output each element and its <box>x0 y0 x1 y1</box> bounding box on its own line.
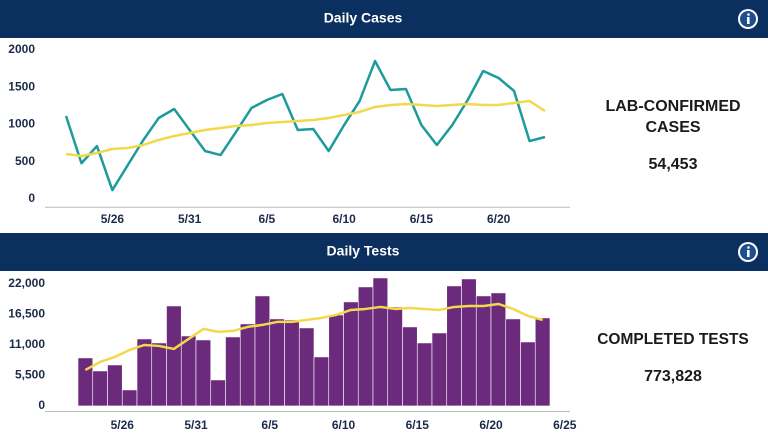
bar <box>475 295 492 407</box>
y-tick-label: 0 <box>38 398 45 412</box>
bar <box>166 305 182 407</box>
bar <box>298 327 315 407</box>
bar <box>269 318 285 407</box>
bar <box>461 278 477 407</box>
bar <box>284 319 300 407</box>
bar <box>387 306 403 407</box>
bar <box>446 285 462 407</box>
x-tick-label: 6/15 <box>410 212 434 226</box>
info-icon[interactable] <box>738 242 758 262</box>
bar <box>77 357 94 407</box>
bar <box>136 338 153 407</box>
y-tick-label: 1500 <box>8 79 35 93</box>
x-tick-label: 6/10 <box>332 212 356 226</box>
x-tick-label: 5/26 <box>101 212 125 226</box>
x-tick-label: 6/5 <box>259 212 276 226</box>
bar <box>520 341 536 407</box>
line <box>65 99 546 158</box>
bar <box>402 326 418 407</box>
bar <box>313 356 330 407</box>
bar <box>121 389 138 407</box>
y-tick-label: 5,500 <box>15 368 45 382</box>
summary-value: 773,828 <box>644 368 702 385</box>
summary-value: 54,453 <box>648 156 698 173</box>
x-tick-label: 6/5 <box>261 418 278 432</box>
info-icon[interactable] <box>738 9 758 29</box>
bar <box>151 342 167 407</box>
bar <box>328 314 344 407</box>
bar <box>239 323 256 407</box>
bar <box>431 332 448 407</box>
bar <box>534 317 551 407</box>
y-tick-label: 2000 <box>8 42 35 56</box>
x-tick-label: 6/10 <box>332 418 356 432</box>
header-bar <box>0 0 768 38</box>
bar <box>505 318 521 407</box>
line <box>84 302 543 372</box>
chart-title: Daily Tests <box>327 243 400 259</box>
bar <box>416 342 433 407</box>
summary-label: COMPLETED TESTS <box>597 331 749 348</box>
bar <box>195 339 212 407</box>
bar <box>180 335 197 407</box>
bar <box>490 292 507 407</box>
bar <box>357 286 374 407</box>
y-tick-label: 0 <box>28 191 35 205</box>
x-tick-label: 6/25 <box>553 418 577 432</box>
y-tick-label: 16,500 <box>8 307 45 321</box>
x-tick-label: 5/31 <box>178 212 202 226</box>
bar <box>107 364 123 407</box>
x-tick-label: 5/26 <box>111 418 135 432</box>
summary-label: LAB-CONFIRMED CASES <box>605 98 741 136</box>
bar <box>254 295 271 407</box>
bar <box>343 301 359 407</box>
x-tick-label: 6/20 <box>487 212 511 226</box>
x-tick-label: 6/15 <box>406 418 430 432</box>
y-tick-label: 500 <box>15 154 35 168</box>
bar <box>225 336 241 407</box>
y-tick-label: 11,000 <box>9 337 45 351</box>
bar <box>92 370 108 407</box>
y-tick-label: 1000 <box>8 117 35 131</box>
chart-title: Daily Cases <box>324 10 403 26</box>
line <box>64 59 546 192</box>
y-tick-label: 22,000 <box>8 276 45 290</box>
x-tick-label: 6/20 <box>479 418 503 432</box>
bar <box>210 379 226 407</box>
header-bar <box>0 233 768 271</box>
x-tick-label: 5/31 <box>184 418 208 432</box>
bar <box>372 277 389 407</box>
